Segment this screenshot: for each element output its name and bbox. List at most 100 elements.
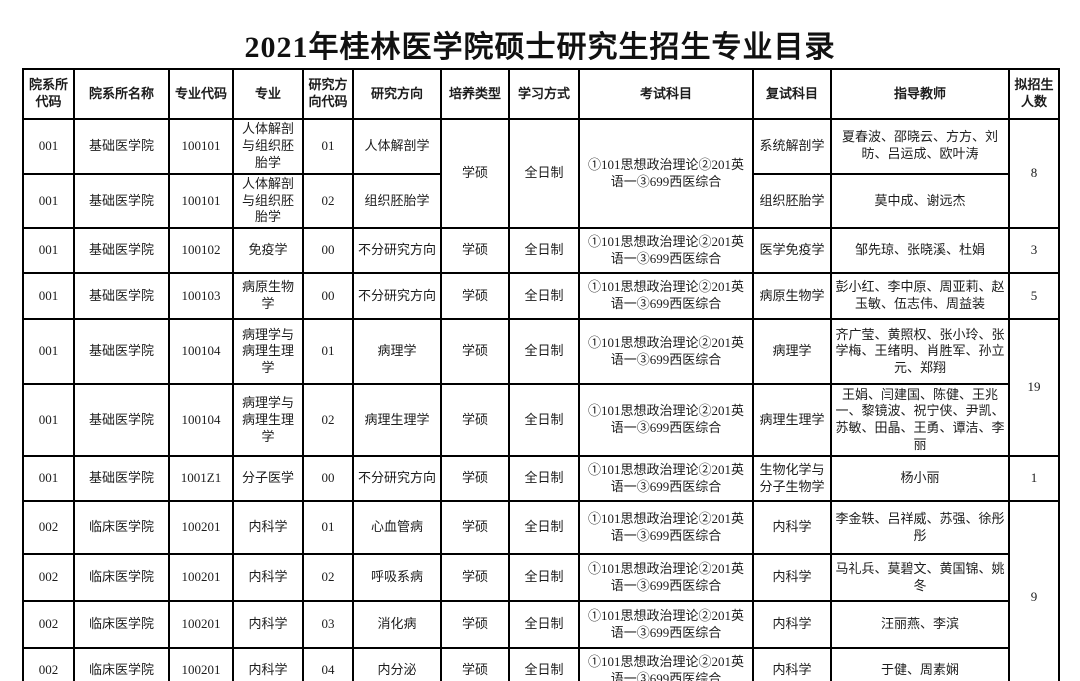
cell-dir-code: 04 — [302, 647, 354, 681]
header-major-code: 专业代码 — [168, 68, 234, 120]
header-quota: 拟招生人数 — [1008, 68, 1060, 120]
cell-type: 学硕 — [440, 455, 510, 503]
header-advisors: 指导教师 — [830, 68, 1010, 120]
cell-dept-code: 001 — [22, 318, 75, 386]
table-row: 001 基础医学院 100104 病理学与病理生理学 01 病理学 学硕 全日制… — [22, 318, 1060, 458]
cell-advisors: 马礼兵、莫碧文、黄国锦、姚冬 — [830, 553, 1010, 603]
header-dept-name: 院系所名称 — [73, 68, 170, 120]
table-row: 001 基础医学院 100104 病理学与病理生理学 02 病理生理学 学硕 全… — [22, 383, 1059, 458]
cell-dept-name: 临床医学院 — [73, 600, 170, 650]
cell-major: 病原生物学 — [232, 272, 304, 321]
cell-dir-code: 02 — [302, 172, 354, 230]
cell-mode: 全日制 — [508, 227, 580, 275]
cell-major: 内科学 — [232, 553, 304, 603]
cell-dept-name: 基础医学院 — [73, 227, 170, 275]
admissions-catalog-table: 院系所代码 院系所名称 专业代码 专业 研究方向代码 研究方向 培养类型 学习方… — [22, 68, 1060, 681]
cell-dept-code: 002 — [22, 500, 75, 556]
cell-quota: 3 — [1008, 227, 1060, 275]
cell-direction: 人体解剖学 — [352, 118, 442, 175]
cell-direction: 心血管病 — [352, 500, 442, 556]
cell-mode: 全日制 — [508, 647, 580, 681]
cell-dept-name: 临床医学院 — [73, 553, 170, 603]
cell-dir-code: 01 — [302, 318, 354, 386]
cell-advisors: 彭小红、李中原、周亚莉、赵玉敏、伍志伟、周益装 — [830, 272, 1010, 321]
cell-major-code: 100104 — [168, 383, 234, 458]
cell-major-code: 100201 — [168, 500, 234, 556]
cell-major-code: 1001Z1 — [168, 455, 234, 503]
cell-retest: 内科学 — [752, 600, 832, 650]
cell-dir-code: 00 — [302, 272, 354, 321]
cell-direction: 内分泌 — [352, 647, 442, 681]
cell-advisors: 王娟、闫建国、陈健、王兆一、黎镜波、祝宁侠、尹凯、苏敏、田晶、王勇、谭洁、李丽 — [830, 383, 1010, 458]
cell-direction: 不分研究方向 — [352, 272, 442, 321]
cell-exam: ①101思想政治理论②201英语一③699西医综合 — [578, 500, 754, 556]
cell-retest: 系统解剖学 — [752, 118, 832, 175]
table-row: 002 临床医学院 100201 内科学 01 心血管病 学硕 全日制 ①101… — [22, 500, 1060, 681]
table-row: 001 基础医学院 100101 人体解剖与组织胚胎学 02 组织胚胎学 组织胚… — [22, 172, 1059, 230]
cell-advisors: 汪丽燕、李滨 — [830, 600, 1010, 650]
cell-dept-name: 基础医学院 — [73, 383, 170, 458]
cell-dept-code: 001 — [22, 383, 75, 458]
page-title: 2021年桂林医学院硕士研究生招生专业目录 — [244, 31, 836, 64]
cell-mode: 全日制 — [508, 500, 580, 556]
cell-major: 人体解剖与组织胚胎学 — [232, 172, 304, 230]
cell-direction: 病理生理学 — [352, 383, 442, 458]
cell-major: 分子医学 — [232, 455, 304, 503]
header-type: 培养类型 — [440, 68, 510, 120]
cell-dir-code: 02 — [302, 553, 354, 603]
cell-dept-code: 002 — [22, 600, 75, 650]
cell-retest: 病理生理学 — [752, 383, 832, 458]
cell-major-code: 100101 — [168, 172, 234, 230]
cell-direction: 病理学 — [352, 318, 442, 386]
cell-dir-code: 00 — [302, 455, 354, 503]
cell-direction: 消化病 — [352, 600, 442, 650]
cell-major-code: 100101 — [168, 118, 234, 175]
cell-advisors: 于健、周素娴 — [830, 647, 1010, 681]
cell-type: 学硕 — [440, 553, 510, 603]
header-exam: 考试科目 — [578, 68, 754, 120]
cell-dept-code: 001 — [22, 227, 75, 275]
cell-dept-name: 基础医学院 — [73, 118, 170, 175]
cell-dir-code: 01 — [302, 118, 354, 175]
cell-mode: 全日制 — [508, 117, 580, 230]
cell-dept-name: 基础医学院 — [73, 272, 170, 321]
cell-advisors: 莫中成、谢远杰 — [830, 172, 1010, 230]
cell-major: 病理学与病理生理学 — [232, 383, 304, 458]
table-row: 001 基础医学院 100101 人体解剖与组织胚胎学 01 人体解剖学 学硕 … — [22, 117, 1060, 230]
header-dir-code: 研究方向代码 — [302, 68, 354, 120]
cell-dept-name: 基础医学院 — [73, 172, 170, 230]
cell-mode: 全日制 — [508, 272, 580, 321]
cell-dept-code: 001 — [22, 118, 75, 175]
cell-major-code: 100201 — [168, 600, 234, 650]
cell-dept-name: 临床医学院 — [73, 500, 170, 556]
table-header-row: 院系所代码 院系所名称 专业代码 专业 研究方向代码 研究方向 培养类型 学习方… — [22, 68, 1060, 120]
cell-type: 学硕 — [440, 318, 510, 386]
cell-dept-name: 基础医学院 — [73, 318, 170, 386]
cell-mode: 全日制 — [508, 600, 580, 650]
cell-advisors: 齐广莹、黄照权、张小玲、张学梅、王绪明、肖胜军、孙立元、郑翔 — [830, 318, 1010, 386]
cell-retest: 内科学 — [752, 553, 832, 603]
cell-quota: 19 — [1008, 318, 1060, 458]
cell-exam: ①101思想政治理论②201英语一③699西医综合 — [578, 647, 754, 681]
header-major: 专业 — [232, 68, 304, 120]
cell-major-code: 100104 — [168, 318, 234, 386]
cell-dir-code: 03 — [302, 600, 354, 650]
cell-retest: 内科学 — [752, 647, 832, 681]
cell-dir-code: 00 — [302, 227, 354, 275]
cell-retest: 病理学 — [752, 318, 832, 386]
cell-retest: 生物化学与分子生物学 — [752, 455, 832, 503]
cell-mode: 全日制 — [508, 455, 580, 503]
cell-retest: 组织胚胎学 — [752, 172, 832, 230]
cell-major-code: 100201 — [168, 553, 234, 603]
cell-major-code: 100201 — [168, 647, 234, 681]
cell-advisors: 杨小丽 — [830, 455, 1010, 503]
cell-major: 免疫学 — [232, 227, 304, 275]
cell-major-code: 100102 — [168, 227, 234, 275]
cell-major: 内科学 — [232, 500, 304, 556]
cell-type: 学硕 — [440, 500, 510, 556]
cell-advisors: 李金轶、吕祥威、苏强、徐彤彤 — [830, 500, 1010, 556]
cell-dir-code: 02 — [302, 383, 354, 458]
cell-advisors: 邹先琼、张晓溪、杜娟 — [830, 227, 1010, 275]
cell-dir-code: 01 — [302, 500, 354, 556]
